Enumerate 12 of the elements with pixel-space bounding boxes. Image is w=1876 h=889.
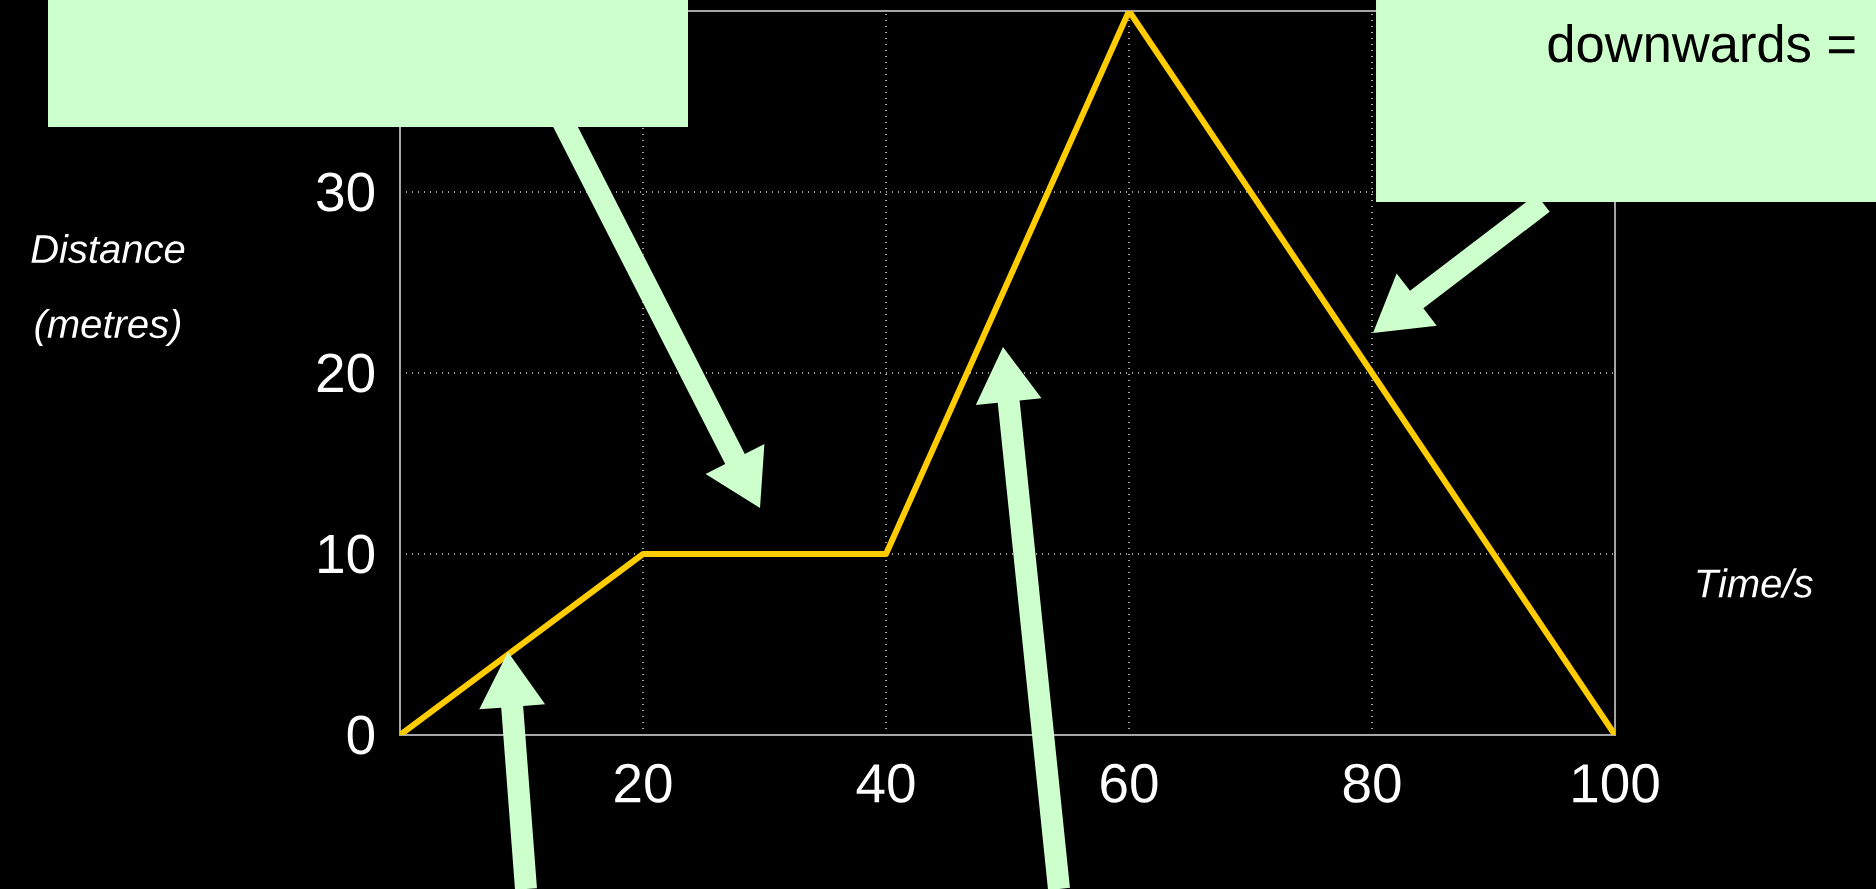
y-tick-label: 0 <box>347 715 375 755</box>
x-tick-label: 100 <box>1573 763 1659 803</box>
x-tick-label: 80 <box>1343 763 1401 803</box>
x-tick-label: 40 <box>856 763 915 803</box>
annotation: downwards = <box>1548 23 1855 63</box>
y-axis-title: Distance (metres) <box>31 233 185 347</box>
y-tick-label: 10 <box>319 534 375 574</box>
y-tick-label: 20 <box>317 353 375 393</box>
x-tick-label: 20 <box>615 763 672 803</box>
x-axis-title: Time/s <box>1697 568 1813 598</box>
y-tick-label: 30 <box>317 172 375 212</box>
x-tick-label: 60 <box>1101 763 1158 803</box>
